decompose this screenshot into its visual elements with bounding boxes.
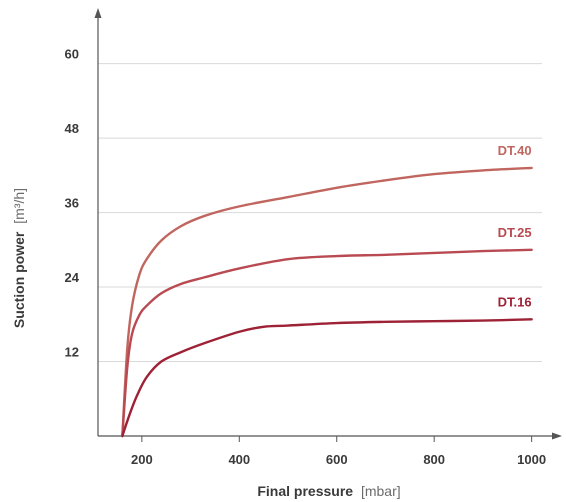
- tick-labels: 12 24 36 48 60 200 400 600 800 1000: [65, 47, 547, 467]
- x-axis-title-unit: [mbar]: [361, 483, 401, 499]
- x-tick-label-600: 600: [326, 452, 348, 467]
- x-tick-label-400: 400: [228, 452, 250, 467]
- series-line-dt-40: [121, 166, 533, 438]
- x-tick-label-800: 800: [423, 452, 445, 467]
- x-axis-arrow: [552, 432, 562, 440]
- series-lines: [121, 166, 533, 438]
- x-tick-label-200: 200: [131, 452, 153, 467]
- series-line-dt-25: [121, 248, 533, 438]
- series-line-dt-16: [121, 318, 533, 438]
- axes: [94, 8, 562, 440]
- y-axis-title-text: Suction power: [11, 231, 27, 328]
- x-tick-label-1000: 1000: [517, 452, 546, 467]
- y-tick-label-60: 60: [65, 47, 79, 62]
- y-axis-title-unit: [m³/h]: [11, 188, 27, 224]
- y-tick-label-24: 24: [65, 270, 80, 285]
- x-axis-title-text: Final pressure: [257, 483, 353, 499]
- series-labels: DT.40 DT.25 DT.16: [498, 143, 532, 309]
- y-axis-title: Suction power [m³/h]: [11, 188, 27, 328]
- y-axis-arrow: [94, 8, 102, 18]
- y-tick-label-12: 12: [65, 345, 79, 360]
- x-axis-title: Final pressure [mbar]: [257, 483, 400, 499]
- grid-lines: [98, 63, 542, 363]
- series-label-dt-16: DT.16: [498, 294, 532, 309]
- series-label-dt-40: DT.40: [498, 143, 532, 158]
- y-tick-label-36: 36: [65, 196, 79, 211]
- series-label-dt-25: DT.25: [498, 225, 532, 240]
- y-tick-label-48: 48: [65, 121, 79, 136]
